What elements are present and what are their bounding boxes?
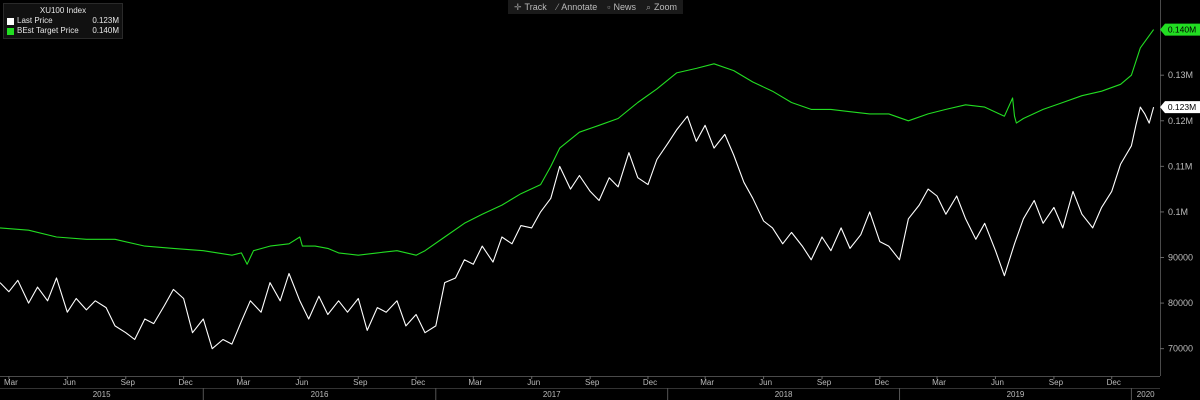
legend-entry-value: 0.123M xyxy=(92,16,119,25)
legend-entry-target-price[interactable]: BEst Target Price 0.140M xyxy=(7,26,119,36)
x-tick-label: Mar xyxy=(700,378,714,387)
year-label: 2019 xyxy=(1007,390,1025,399)
last-value-label: 0.123M xyxy=(1168,102,1196,112)
legend-entry-last-price[interactable]: Last Price 0.123M xyxy=(7,16,119,26)
year-label: 2018 xyxy=(775,390,793,399)
y-tick-label: 0.11M xyxy=(1168,161,1192,171)
news-label: News xyxy=(613,2,636,12)
target-price-swatch xyxy=(7,27,14,35)
magnifier-icon: ⌕ xyxy=(645,1,652,12)
x-tick-label: Jun xyxy=(759,378,772,387)
y-tick-label: 0.13M xyxy=(1168,70,1193,80)
x-tick-label: Jun xyxy=(527,378,540,387)
legend-entry-name: BEst Target Price xyxy=(17,26,79,35)
annotate-label: Annotate xyxy=(561,2,598,12)
x-tick-label: Mar xyxy=(237,378,251,387)
legend-entry-value: 0.140M xyxy=(92,26,119,35)
x-tick-label: Mar xyxy=(468,378,482,387)
last-value-tag xyxy=(1160,23,1200,36)
annotate-button[interactable]: ⁄ Annotate xyxy=(557,2,598,12)
x-tick-label: Sep xyxy=(817,378,832,387)
track-label: Track xyxy=(524,2,547,12)
last-price-swatch xyxy=(7,17,14,25)
year-label: 2017 xyxy=(543,390,561,399)
legend: XU100 Index Last Price 0.123M BEst Targe… xyxy=(3,3,123,39)
x-tick-label: Jun xyxy=(991,378,1004,387)
y-tick-label: 0.1M xyxy=(1168,207,1188,217)
news-icon: ▫ xyxy=(607,2,611,12)
x-tick-label: Sep xyxy=(353,378,368,387)
x-tick-label: Dec xyxy=(1107,378,1121,387)
legend-entry-name: Last Price xyxy=(17,16,53,25)
series-line-last-price xyxy=(0,106,1155,350)
series-line-target-price xyxy=(0,29,1155,265)
track-button[interactable]: ✛ Track xyxy=(514,2,547,13)
y-tick-label: 0.12M xyxy=(1168,116,1193,126)
x-tick-label: Mar xyxy=(932,378,946,387)
y-tick-label: 80000 xyxy=(1168,298,1193,308)
x-tick-label: Dec xyxy=(875,378,889,387)
year-label: 2016 xyxy=(311,390,329,399)
last-value-label: 0.140M xyxy=(1168,25,1196,35)
x-tick-label: Dec xyxy=(411,378,425,387)
x-tick-label: Jun xyxy=(295,378,308,387)
x-tick-label: Sep xyxy=(121,378,136,387)
x-tick-label: Sep xyxy=(585,378,600,387)
x-tick-label: Jun xyxy=(63,378,76,387)
y-tick-label: 70000 xyxy=(1168,344,1193,354)
news-button[interactable]: ▫ News xyxy=(607,2,636,12)
chart-toolbar: ✛ Track ⁄ Annotate ▫ News ⌕ Zoom xyxy=(508,0,684,14)
year-label: 2015 xyxy=(93,390,111,399)
x-tick-label: Dec xyxy=(643,378,657,387)
crosshair-icon: ✛ xyxy=(514,1,522,12)
zoom-label: Zoom xyxy=(654,2,678,12)
legend-title: XU100 Index xyxy=(39,6,87,15)
last-value-tag xyxy=(1160,101,1200,114)
zoom-button[interactable]: ⌕ Zoom xyxy=(646,2,677,13)
x-tick-label: Mar xyxy=(4,378,18,387)
y-tick-label: 90000 xyxy=(1168,253,1193,263)
x-tick-label: Dec xyxy=(178,378,192,387)
year-label: 2020 xyxy=(1137,390,1155,399)
x-tick-label: Sep xyxy=(1049,378,1064,387)
pencil-icon: ⁄ xyxy=(556,2,559,12)
